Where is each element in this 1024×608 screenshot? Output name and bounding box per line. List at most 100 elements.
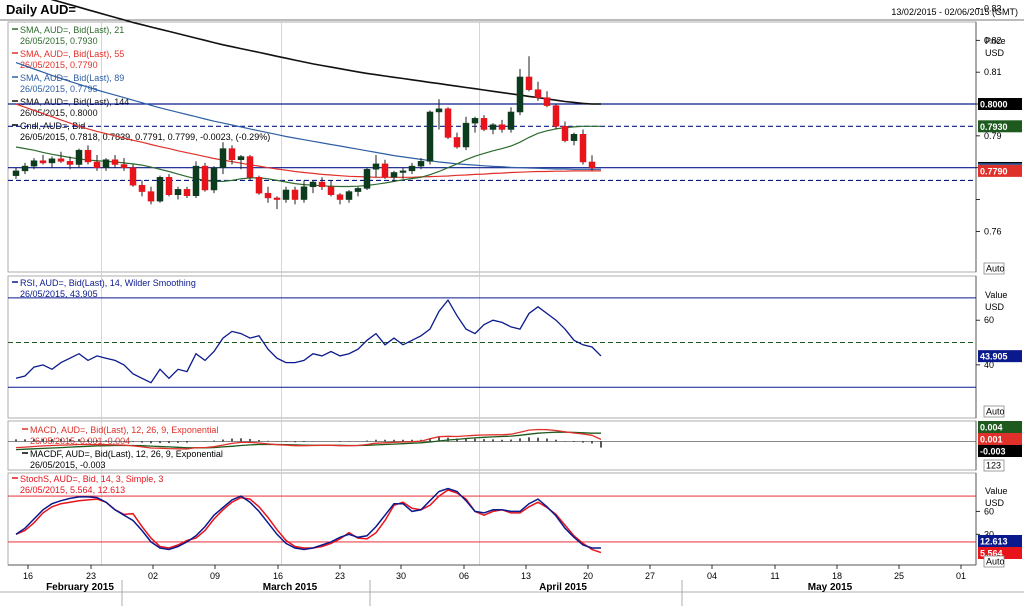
price-auto-button-box: [983, 262, 1005, 275]
x-day-label: 01: [956, 571, 966, 581]
stoch-value-tag: 5.564: [980, 549, 1003, 559]
bull-candle: [75, 149, 83, 165]
bull-candle: [462, 122, 470, 148]
rsi-axis-title: Value: [985, 290, 1007, 300]
rsi-panel: RSI, AUD=, Bid(Last), 14, Wilder Smoothi…: [8, 278, 1022, 418]
stoch-legend: StochS, AUD=, Bid, 14, 3, Simple, 326/05…: [12, 474, 163, 495]
bear-candle: [534, 89, 542, 98]
bear-candle: [561, 126, 569, 141]
bull-candle: [210, 167, 218, 191]
x-day-label: 04: [707, 571, 717, 581]
legend-entry-value: 26/05/2015, -0.003: [30, 460, 106, 470]
bear-candle: [255, 177, 263, 194]
legend-entry-value: 26/05/2015, 0.8000: [20, 108, 98, 118]
bull-candle: [507, 111, 515, 130]
x-day-label: 18: [832, 571, 842, 581]
bull-candle: [471, 118, 479, 124]
bull-candle: [435, 108, 443, 113]
sma55-line: [15, 103, 601, 178]
bear-candle: [552, 105, 560, 127]
stoch-tick-label: 30: [984, 529, 994, 539]
bear-candle: [336, 194, 344, 200]
bear-candle: [165, 177, 173, 196]
bear-candle: [273, 197, 281, 200]
rsi-auto-button-box: [983, 405, 1005, 418]
bear-candle: [111, 159, 119, 165]
legend-entry-label: SMA, AUD=, Bid(Last), 55: [20, 49, 124, 59]
bear-candle: [318, 181, 326, 188]
stoch-d-line: [15, 489, 602, 554]
bear-candle: [39, 160, 47, 164]
bear-candle: [381, 163, 389, 178]
x-day-label: 09: [210, 571, 220, 581]
price-auto-button: Auto: [986, 264, 1005, 274]
legend-entry-value: 26/05/2015, 0.7795: [20, 84, 98, 94]
bear-candle: [201, 165, 209, 191]
x-month-label: March 2015: [263, 582, 318, 593]
x-day-label: 30: [396, 571, 406, 581]
price-tick-label: 0.82: [984, 35, 1002, 45]
rsi-axis-unit: USD: [985, 302, 1005, 312]
macd-legend: MACD, AUD=, Bid(Last), 12, 26, 9, Expone…: [22, 425, 223, 470]
bull-candle: [426, 111, 434, 162]
macd-scale-button: 123: [986, 461, 1001, 471]
bear-candle: [57, 158, 65, 162]
bull-candle: [345, 191, 353, 200]
stoch-value-tag: 12.613: [980, 537, 1008, 547]
bull-candle: [282, 189, 290, 200]
stoch-k-line: [15, 487, 601, 551]
bear-candle: [120, 164, 128, 168]
price-value-tag: 0.7790: [980, 166, 1008, 176]
bull-candle: [354, 188, 362, 192]
price-tick-label: 0.81: [984, 67, 1002, 77]
legend-entry-value: 26/05/2015, 0.7818, 0.7839, 0.7791, 0.77…: [20, 132, 270, 142]
legend-entry-value: 26/05/2015, 43.905: [20, 289, 98, 299]
bear-candle: [183, 189, 191, 196]
bull-candle: [399, 170, 407, 173]
x-day-label: 02: [148, 571, 158, 581]
macd-value-tag-bg: [978, 433, 1022, 445]
x-day-label: 16: [23, 571, 33, 581]
legend-entry-label: MACDF, AUD=, Bid(Last), 12, 26, 9, Expon…: [30, 449, 223, 459]
bear-candle: [444, 108, 452, 138]
bull-candle: [408, 165, 416, 172]
bear-candle: [327, 186, 335, 196]
x-month-label: May 2015: [808, 582, 853, 593]
legend-entry-value: 26/05/2015, 0.7930: [20, 36, 98, 46]
legend-entry-value: 26/05/2015, 5.564, 12.613: [20, 485, 125, 495]
bull-candle: [21, 165, 29, 172]
bear-candle: [138, 184, 146, 192]
bull-candle: [309, 181, 317, 188]
price-value-tag-bg: [978, 120, 1022, 133]
price-axis-title: Price: [985, 36, 1006, 46]
x-day-label: 11: [770, 571, 779, 581]
bull-candle: [30, 160, 38, 167]
bull-candle: [372, 163, 380, 170]
bull-candle: [300, 186, 308, 200]
legend-entry-label: SMA, AUD=, Bid(Last), 21: [20, 25, 124, 35]
price-value-tag: 0.8000: [980, 100, 1008, 110]
bear-candle: [525, 76, 533, 90]
macd-value-tag: -0.003: [980, 447, 1006, 457]
price-plot-border: [7, 21, 977, 273]
rsi-tick-label: 60: [984, 315, 994, 325]
bear-candle: [129, 167, 137, 186]
price-value-tag: 0.7930: [980, 122, 1008, 132]
date-range: 13/02/2015 - 02/06/2015 (GMT): [891, 7, 1018, 17]
x-day-label: 06: [459, 571, 469, 581]
bear-candle: [264, 192, 272, 199]
price-axis-unit: USD: [985, 48, 1005, 58]
price-value-tag-bg: [978, 164, 1022, 177]
bull-candle: [489, 124, 497, 130]
sma89-line: [15, 62, 601, 170]
bear-candle: [228, 148, 236, 160]
stoch-panel: StochS, AUD=, Bid, 14, 3, Simple, 326/05…: [8, 474, 1022, 568]
rsi-plot-border: [7, 275, 977, 419]
price-axis: Price USD: [985, 36, 1006, 58]
bear-candle: [84, 149, 92, 163]
legend-entry-label: SMA, AUD=, Bid(Last), 144: [20, 97, 129, 107]
legend-entry-label: RSI, AUD=, Bid(Last), 14, Wilder Smoothi…: [20, 278, 196, 288]
bull-candle: [570, 134, 578, 141]
